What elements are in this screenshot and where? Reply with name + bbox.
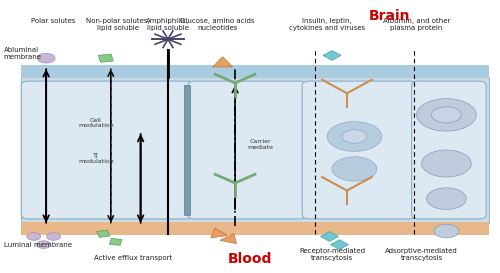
Text: Cell
modulation: Cell modulation: [78, 118, 114, 128]
Polygon shape: [330, 240, 348, 250]
Text: Adsorptive-mediated
transcytosis: Adsorptive-mediated transcytosis: [385, 248, 458, 261]
Bar: [98, 54, 114, 62]
Text: Brain: Brain: [368, 10, 410, 23]
Circle shape: [432, 107, 462, 123]
Text: TJ
modulation: TJ modulation: [78, 153, 114, 164]
Bar: [96, 230, 110, 238]
Text: Receptor-mediated
transcytosis: Receptor-mediated transcytosis: [299, 248, 365, 261]
Text: Amphiphilic,
lipid soluble: Amphiphilic, lipid soluble: [146, 17, 190, 31]
Text: Insulin, leptin,
cytokines and viruses: Insulin, leptin, cytokines and viruses: [289, 17, 365, 31]
FancyBboxPatch shape: [302, 81, 416, 219]
FancyBboxPatch shape: [412, 81, 486, 219]
Text: Abluminal
membrane: Abluminal membrane: [4, 47, 42, 60]
FancyBboxPatch shape: [22, 77, 488, 223]
Polygon shape: [323, 51, 341, 60]
Bar: [110, 238, 122, 245]
FancyBboxPatch shape: [188, 81, 307, 219]
Text: Albumin, and other
plasma protein: Albumin, and other plasma protein: [383, 17, 450, 31]
Polygon shape: [220, 234, 236, 244]
FancyBboxPatch shape: [22, 222, 488, 235]
FancyBboxPatch shape: [184, 85, 190, 215]
Circle shape: [426, 188, 467, 209]
Circle shape: [37, 53, 55, 63]
Polygon shape: [212, 57, 233, 67]
Circle shape: [332, 157, 377, 181]
Polygon shape: [320, 232, 338, 241]
Text: Carrier
mediate: Carrier mediate: [247, 139, 273, 150]
Circle shape: [434, 224, 459, 238]
FancyBboxPatch shape: [22, 81, 196, 219]
Polygon shape: [210, 228, 228, 238]
Text: Luminal membrane: Luminal membrane: [4, 242, 72, 248]
Circle shape: [26, 233, 40, 240]
Text: Polar solutes: Polar solutes: [32, 17, 76, 23]
Circle shape: [416, 99, 476, 131]
Text: Active efflux transport: Active efflux transport: [94, 255, 172, 261]
Text: Blood: Blood: [228, 252, 272, 266]
Text: Glucose, amino acids
nucleotides: Glucose, amino acids nucleotides: [180, 17, 255, 31]
Circle shape: [327, 122, 382, 151]
Circle shape: [342, 130, 367, 143]
Circle shape: [36, 241, 51, 248]
Circle shape: [46, 233, 60, 240]
Text: Non-polar solutes,
lipid soluble: Non-polar solutes, lipid soluble: [86, 17, 150, 31]
FancyBboxPatch shape: [22, 65, 488, 78]
Circle shape: [422, 150, 472, 177]
